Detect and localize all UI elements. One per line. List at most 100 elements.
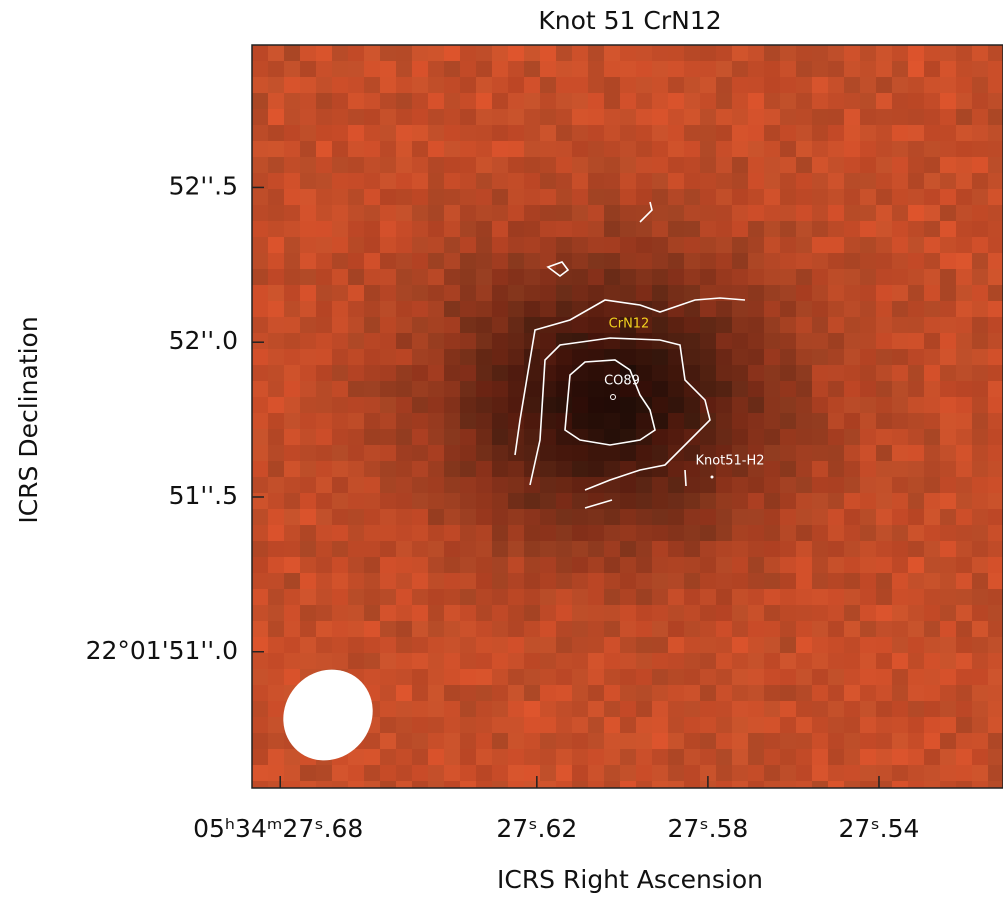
- pixel: [956, 477, 972, 493]
- pixel: [620, 605, 636, 621]
- pixel: [604, 605, 620, 621]
- pixel: [540, 733, 556, 749]
- pixel: [492, 45, 508, 61]
- pixel: [572, 285, 588, 301]
- pixel: [780, 349, 796, 365]
- y-axis-label: ICRS Declination: [14, 316, 43, 523]
- pixel: [652, 733, 668, 749]
- pixel: [508, 781, 524, 788]
- pixel: [412, 653, 428, 669]
- pixel: [396, 125, 412, 141]
- pixel: [412, 333, 428, 349]
- pixel: [748, 589, 764, 605]
- pixel: [876, 253, 892, 269]
- pixel: [924, 381, 940, 397]
- pixel: [508, 477, 524, 493]
- pixel: [428, 525, 444, 541]
- pixel: [892, 573, 908, 589]
- pixel: [940, 333, 956, 349]
- pixel: [332, 141, 348, 157]
- pixel: [652, 557, 668, 573]
- pixel: [636, 653, 652, 669]
- pixel: [620, 141, 636, 157]
- pixel: [588, 237, 604, 253]
- pixel: [316, 285, 332, 301]
- pixel: [556, 301, 572, 317]
- pixel: [940, 397, 956, 413]
- pixel: [396, 557, 412, 573]
- pixel: [956, 141, 972, 157]
- pixel: [556, 525, 572, 541]
- pixel: [684, 125, 700, 141]
- pixel: [972, 253, 988, 269]
- pixel: [540, 781, 556, 788]
- pixel: [252, 589, 268, 605]
- pixel: [332, 621, 348, 637]
- pixel: [924, 141, 940, 157]
- pixel: [860, 61, 876, 77]
- pixel: [460, 605, 476, 621]
- pixel: [268, 413, 284, 429]
- pixel: [860, 445, 876, 461]
- pixel: [540, 125, 556, 141]
- pixel: [716, 253, 732, 269]
- pixel: [476, 461, 492, 477]
- pixel: [572, 525, 588, 541]
- pixel: [892, 445, 908, 461]
- pixel: [780, 205, 796, 221]
- pixel: [780, 93, 796, 109]
- pixel: [812, 349, 828, 365]
- pixel: [588, 333, 604, 349]
- pixel: [252, 109, 268, 125]
- pixel: [364, 381, 380, 397]
- pixel: [268, 221, 284, 237]
- pixel: [508, 461, 524, 477]
- pixel: [668, 365, 684, 381]
- pixel: [908, 733, 924, 749]
- pixel: [844, 685, 860, 701]
- pixel: [412, 61, 428, 77]
- pixel: [380, 45, 396, 61]
- pixel: [268, 205, 284, 221]
- pixel: [988, 749, 1003, 765]
- pixel: [556, 653, 572, 669]
- pixel: [732, 461, 748, 477]
- pixel: [380, 749, 396, 765]
- pixel: [988, 109, 1003, 125]
- pixel: [796, 733, 812, 749]
- pixel: [316, 493, 332, 509]
- pixel: [732, 349, 748, 365]
- pixel: [796, 141, 812, 157]
- pixel: [892, 349, 908, 365]
- pixel: [732, 669, 748, 685]
- pixel: [460, 173, 476, 189]
- pixel: [412, 541, 428, 557]
- pixel: [620, 93, 636, 109]
- pixel: [460, 253, 476, 269]
- pixel: [428, 125, 444, 141]
- pixel: [492, 429, 508, 445]
- pixel: [588, 125, 604, 141]
- pixel: [604, 653, 620, 669]
- pixel: [364, 365, 380, 381]
- pixel: [796, 397, 812, 413]
- pixel: [732, 621, 748, 637]
- pixel: [380, 381, 396, 397]
- pixel: [748, 733, 764, 749]
- pixel: [876, 109, 892, 125]
- pixel: [316, 349, 332, 365]
- pixel: [652, 493, 668, 509]
- pixel: [540, 413, 556, 429]
- pixel: [364, 141, 380, 157]
- pixel: [876, 749, 892, 765]
- pixel: [316, 365, 332, 381]
- pixel: [732, 781, 748, 788]
- pixel: [268, 301, 284, 317]
- pixel: [524, 61, 540, 77]
- pixel: [588, 541, 604, 557]
- pixel: [476, 77, 492, 93]
- pixel: [700, 285, 716, 301]
- pixel: [972, 461, 988, 477]
- pixel: [828, 765, 844, 781]
- pixel: [716, 173, 732, 189]
